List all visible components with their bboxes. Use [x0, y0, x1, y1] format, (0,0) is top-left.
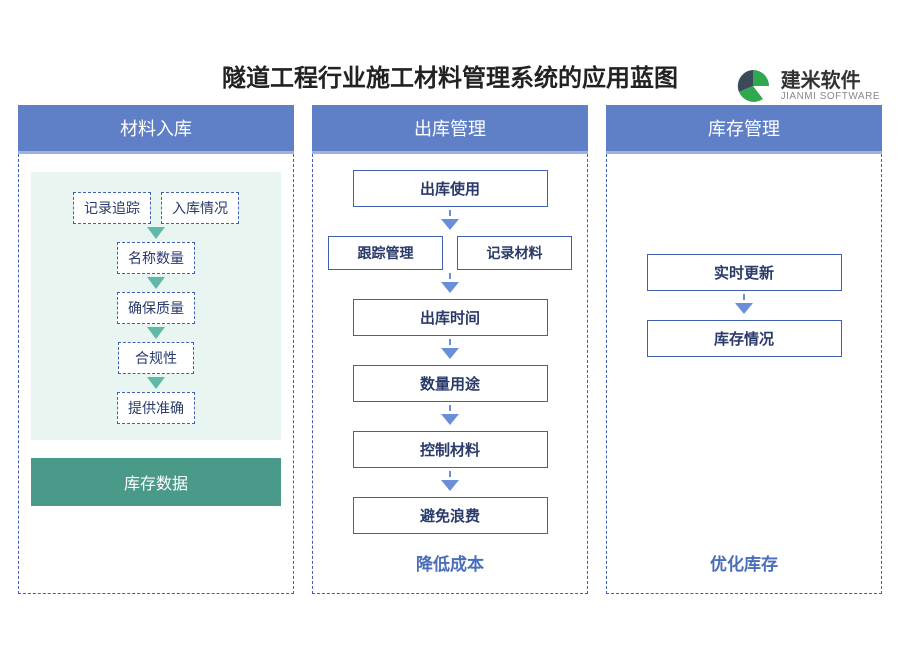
logo-icon — [733, 66, 773, 106]
flow-stack: 出库使用跟踪管理记录材料出库时间数量用途控制材料避免浪费 — [325, 170, 575, 534]
logo-en: JIANMI SOFTWARE — [781, 91, 880, 102]
arrow-down-icon — [441, 210, 459, 233]
arrow-down-icon — [147, 227, 165, 239]
column-body: 实时更新库存情况优化库存 — [606, 154, 882, 594]
flow-node: 避免浪费 — [353, 497, 548, 534]
column-1: 出库管理 出库使用跟踪管理记录材料出库时间数量用途控制材料避免浪费降低成本 — [312, 105, 588, 594]
logo: 建米软件 JIANMI SOFTWARE — [733, 66, 880, 106]
arrow-down-icon — [147, 327, 165, 339]
arrow-down-icon — [441, 405, 459, 428]
flow-stack: 实时更新库存情况 — [619, 254, 869, 357]
column-footer: 优化库存 — [619, 540, 869, 579]
flow-node: 合规性 — [118, 342, 194, 374]
flow-node: 跟踪管理 — [328, 236, 443, 270]
column-body: 出库使用跟踪管理记录材料出库时间数量用途控制材料避免浪费降低成本 — [312, 154, 588, 594]
inner-panel: 记录追踪入库情况名称数量确保质量合规性提供准确 — [31, 172, 281, 440]
arrow-down-icon — [147, 277, 165, 289]
column-header: 出库管理 — [312, 105, 588, 154]
flow-node: 实时更新 — [647, 254, 842, 291]
columns-container: 材料入库 记录追踪入库情况名称数量确保质量合规性提供准确库存数据 出库管理 出库… — [0, 105, 900, 594]
arrow-down-icon — [441, 471, 459, 494]
column-header: 材料入库 — [18, 105, 294, 154]
arrow-down-icon — [441, 339, 459, 362]
flow-node: 提供准确 — [117, 392, 195, 424]
flow-node: 数量用途 — [353, 365, 548, 402]
arrow-down-icon — [147, 377, 165, 389]
flow-node: 入库情况 — [161, 192, 239, 224]
node-row: 跟踪管理记录材料 — [325, 236, 575, 270]
flow-node: 确保质量 — [117, 292, 195, 324]
column-body: 记录追踪入库情况名称数量确保质量合规性提供准确库存数据 — [18, 154, 294, 594]
flow-node: 出库使用 — [353, 170, 548, 207]
flow-node: 名称数量 — [117, 242, 195, 274]
column-footer: 库存数据 — [31, 458, 281, 506]
column-footer: 降低成本 — [325, 540, 575, 579]
flow-node: 记录追踪 — [73, 192, 151, 224]
column-2: 库存管理 实时更新库存情况优化库存 — [606, 105, 882, 594]
flow-node: 控制材料 — [353, 431, 548, 468]
column-header: 库存管理 — [606, 105, 882, 154]
logo-cn: 建米软件 — [781, 71, 880, 91]
arrow-down-icon — [735, 294, 753, 317]
arrow-down-icon — [441, 273, 459, 296]
column-0: 材料入库 记录追踪入库情况名称数量确保质量合规性提供准确库存数据 — [18, 105, 294, 594]
logo-text: 建米软件 JIANMI SOFTWARE — [781, 71, 880, 102]
flow-node: 出库时间 — [353, 299, 548, 336]
flow-node: 记录材料 — [457, 236, 572, 270]
node-row: 记录追踪入库情况 — [41, 192, 271, 224]
flow-node: 库存情况 — [647, 320, 842, 357]
